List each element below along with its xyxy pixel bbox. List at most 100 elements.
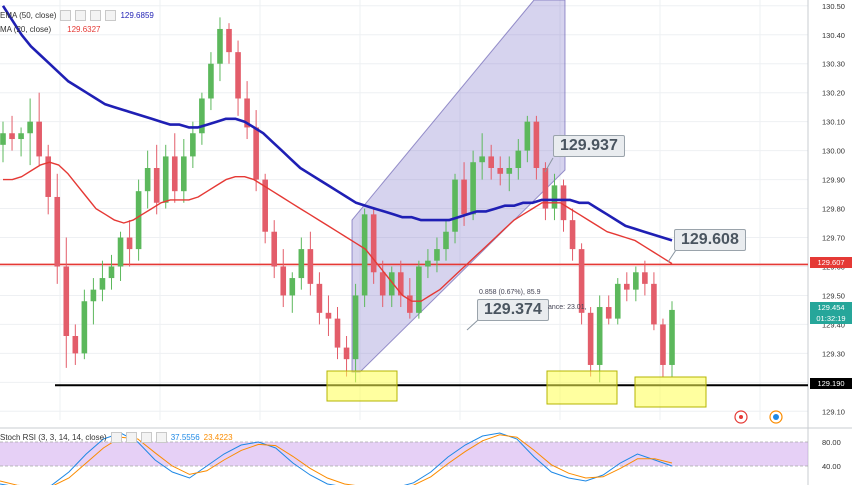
candle-body (289, 278, 296, 296)
candle-body (18, 133, 24, 140)
callout-mid: 129.374 (477, 299, 549, 321)
alert-icon-dot (739, 415, 743, 419)
candle-body (416, 266, 422, 313)
candle-body (506, 168, 513, 174)
ma-legend: MA (20, close) 129.6327 (0, 25, 101, 34)
support-highlight-box (326, 370, 398, 402)
candle-body (479, 156, 485, 163)
candle-body (334, 318, 341, 348)
candle-body (533, 121, 540, 168)
candle-body (407, 295, 413, 313)
candle-body (669, 309, 675, 365)
candle-body (361, 214, 368, 296)
ema50-line (1, 5, 673, 242)
candle-body (280, 266, 287, 296)
candle-body (497, 168, 504, 174)
candle-body (434, 249, 440, 261)
candle-body (90, 289, 97, 302)
candle-body (425, 260, 431, 267)
candle-body (45, 156, 52, 197)
countdown-tag: 01:32:19 (810, 313, 852, 324)
close-icon[interactable] (90, 10, 102, 21)
candle-body (633, 272, 639, 290)
support-highlight-box (634, 376, 707, 408)
candle-body (524, 121, 531, 151)
rsi-band (0, 442, 808, 466)
candle-body (126, 237, 133, 250)
candle-body (660, 324, 666, 365)
candle-body (614, 283, 621, 319)
candle-body (388, 272, 395, 296)
eye-icon[interactable] (60, 10, 72, 21)
rsi-d-value: 23.4223 (203, 433, 233, 442)
support-price-tag: 129.190 (810, 378, 852, 389)
candle-body (461, 179, 467, 215)
candle-body (596, 307, 603, 365)
candle-body (244, 98, 250, 128)
rsi-more-icon[interactable] (155, 432, 167, 443)
fib-label-1: 0.858 (0.67%), 85.9 (479, 289, 541, 296)
candle-body (343, 347, 350, 360)
candle-body (452, 179, 458, 232)
candle-body (397, 272, 404, 296)
rsi-eye-icon[interactable] (110, 432, 122, 443)
candle-body (587, 312, 594, 365)
candle-body (542, 168, 549, 209)
ema-legend-value: 129.6859 (120, 11, 154, 20)
candle-body (253, 127, 259, 180)
candle-body (54, 196, 61, 267)
candle-body (36, 121, 42, 157)
candle-body (144, 168, 151, 192)
settings-icon[interactable] (75, 10, 87, 21)
candle-body (181, 156, 187, 192)
more-icon[interactable] (105, 10, 117, 21)
candle-body (27, 121, 33, 134)
rsi-axis-tick-label: 80.00 (822, 438, 841, 447)
candle-body (352, 295, 359, 360)
rsi-settings-icon[interactable] (125, 432, 137, 443)
candle-body (153, 168, 160, 203)
candle-body (623, 283, 630, 290)
y-axis-tick-label: 130.50 (822, 2, 845, 11)
candle-body (217, 28, 223, 64)
callout-mid-pointer (466, 319, 479, 331)
candle-body (578, 249, 585, 313)
resistance-price-tag: 129.607 (810, 257, 852, 268)
rsi-k-value: 37.5556 (170, 433, 200, 442)
candle-body (271, 231, 278, 267)
y-axis-tick-label: 130.20 (822, 89, 845, 98)
candle-body (642, 272, 648, 284)
candle-body (226, 28, 232, 53)
y-axis-tick-label: 130.00 (822, 147, 845, 156)
ma-legend-value: 129.6327 (67, 25, 101, 34)
candle-body (171, 156, 178, 192)
y-axis-tick-label: 130.10 (822, 118, 845, 127)
candle-body (235, 52, 241, 99)
candle-body (298, 249, 305, 279)
callout-high: 129.937 (553, 135, 625, 157)
candle-body (0, 133, 6, 145)
candle-body (569, 220, 576, 250)
y-axis-tick-label: 129.30 (822, 349, 845, 358)
current-price-tag: 129.454 (810, 302, 852, 313)
candle-body (99, 278, 106, 290)
candle-body (117, 237, 124, 267)
candle-body (162, 156, 169, 203)
ema-legend: EMA (50, close) 129.6859 (0, 10, 154, 21)
rsi-close-icon[interactable] (140, 432, 152, 443)
callout-high-pointer (544, 157, 554, 173)
callout-right: 129.608 (674, 229, 746, 251)
y-axis-tick-label: 129.10 (822, 407, 845, 416)
candle-body (370, 214, 377, 273)
candle-body (551, 185, 558, 209)
candle-body (72, 336, 79, 354)
rsi-legend-label: Stoch RSI (3, 3, 14, 14, close) (0, 433, 107, 442)
y-axis-tick-label: 129.40 (822, 320, 845, 329)
callout-right-pointer (667, 249, 677, 263)
candle-body (560, 185, 567, 221)
candle-body (81, 301, 88, 354)
candle-body (199, 98, 205, 134)
candle-body (443, 231, 449, 250)
